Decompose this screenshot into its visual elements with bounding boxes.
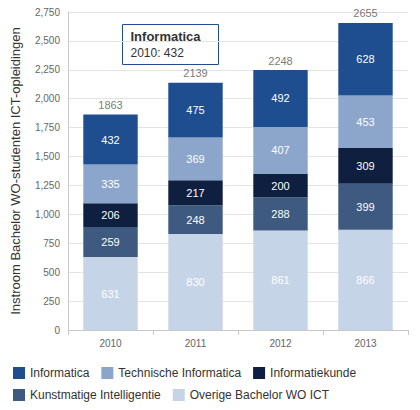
svg-text:475: 475 [186, 104, 204, 116]
svg-text:1,500: 1,500 [35, 151, 60, 162]
svg-text:Kunstmatige Intelligentie: Kunstmatige Intelligentie [30, 388, 161, 402]
svg-text:Instroom Bachelor WO-studenten: Instroom Bachelor WO-studenten ICT-oplei… [8, 27, 23, 315]
svg-text:335: 335 [101, 178, 119, 190]
svg-text:407: 407 [271, 144, 289, 156]
svg-text:2,500: 2,500 [35, 35, 60, 46]
svg-text:2011: 2011 [185, 338, 207, 349]
svg-text:2248: 2248 [268, 55, 292, 67]
svg-text:309: 309 [356, 160, 374, 172]
svg-text:1,250: 1,250 [35, 180, 60, 191]
svg-text:Overige Bachelor WO ICT: Overige Bachelor WO ICT [190, 388, 330, 402]
svg-text:2010: 2010 [99, 338, 122, 349]
svg-text:861: 861 [271, 274, 289, 286]
svg-text:217: 217 [186, 187, 204, 199]
svg-text:2012: 2012 [269, 338, 292, 349]
svg-text:432: 432 [101, 134, 119, 146]
svg-text:492: 492 [271, 92, 289, 104]
svg-text:628: 628 [356, 53, 374, 65]
svg-text:2010: 432: 2010: 432 [131, 46, 185, 60]
svg-text:399: 399 [356, 201, 374, 213]
svg-text:0: 0 [54, 325, 60, 336]
svg-text:500: 500 [43, 267, 60, 278]
svg-text:631: 631 [101, 288, 119, 300]
svg-text:2139: 2139 [183, 67, 207, 79]
svg-text:250: 250 [43, 296, 60, 307]
svg-text:Informatiekunde: Informatiekunde [270, 366, 356, 380]
svg-text:830: 830 [186, 276, 204, 288]
svg-text:2,250: 2,250 [35, 64, 60, 75]
svg-text:2,750: 2,750 [35, 7, 60, 18]
svg-text:2013: 2013 [354, 338, 377, 349]
svg-text:288: 288 [271, 208, 289, 220]
svg-text:1863: 1863 [98, 99, 122, 111]
svg-text:Informatica: Informatica [130, 28, 201, 44]
svg-text:750: 750 [43, 238, 60, 249]
svg-text:369: 369 [186, 153, 204, 165]
svg-text:259: 259 [101, 236, 119, 248]
svg-text:248: 248 [186, 214, 204, 226]
svg-text:866: 866 [356, 274, 374, 286]
svg-text:453: 453 [356, 116, 374, 128]
svg-text:200: 200 [271, 180, 289, 192]
svg-text:2,000: 2,000 [35, 93, 60, 104]
svg-text:1,000: 1,000 [35, 209, 60, 220]
svg-text:1,750: 1,750 [35, 122, 60, 133]
svg-text:Technische Informatica: Technische Informatica [118, 366, 241, 380]
svg-text:206: 206 [101, 209, 119, 221]
svg-text:2655: 2655 [353, 7, 377, 19]
svg-text:Informatica: Informatica [30, 366, 90, 380]
